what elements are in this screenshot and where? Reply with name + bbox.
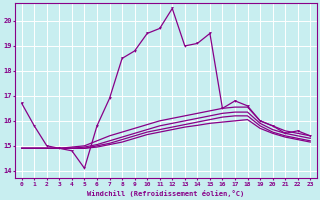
X-axis label: Windchill (Refroidissement éolien,°C): Windchill (Refroidissement éolien,°C) bbox=[87, 190, 244, 197]
